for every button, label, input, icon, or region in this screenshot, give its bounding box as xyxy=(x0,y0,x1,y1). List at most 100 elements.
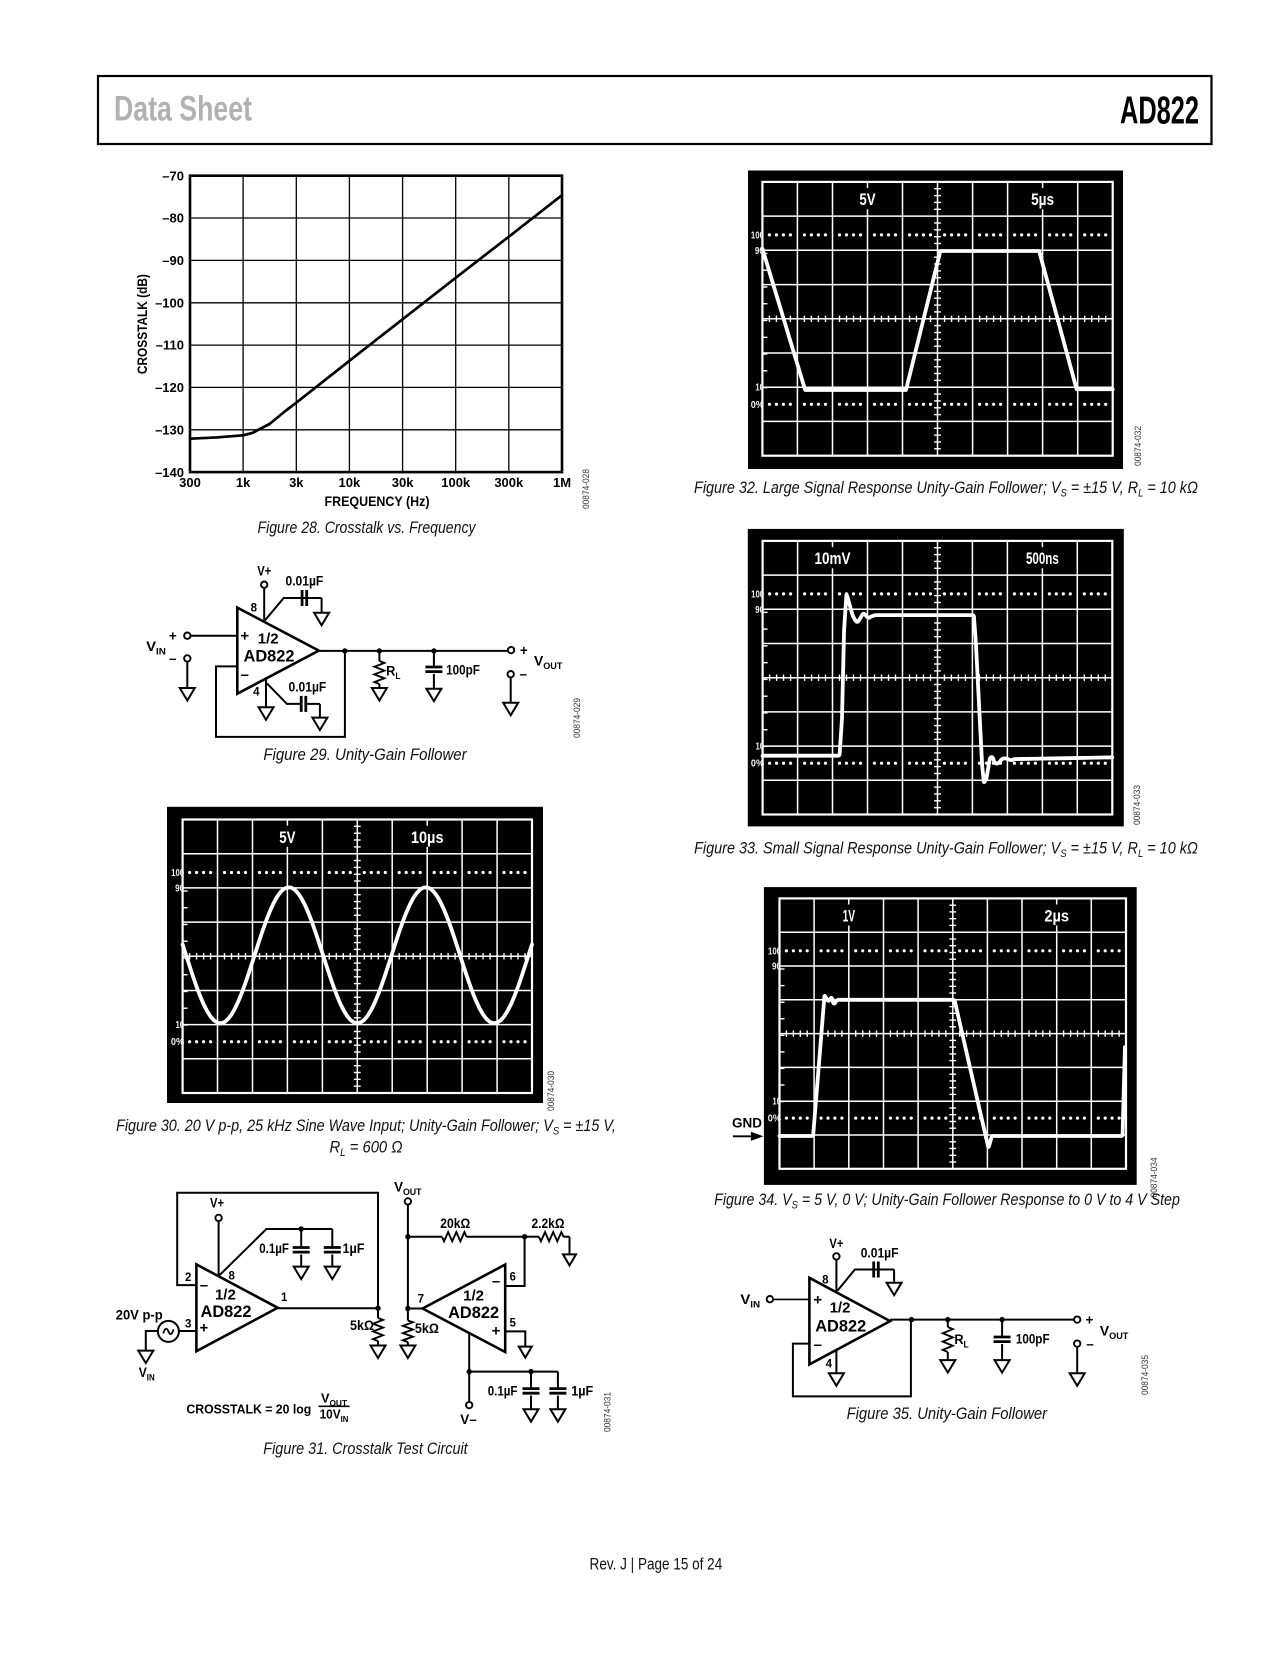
svg-text:90: 90 xyxy=(755,604,764,615)
svg-text:VIN: VIN xyxy=(139,1364,155,1382)
svg-text:–: – xyxy=(520,667,528,682)
svg-text:VOUT: VOUT xyxy=(321,1390,348,1408)
svg-text:90: 90 xyxy=(175,883,184,894)
svg-text:00874-028: 00874-028 xyxy=(581,469,591,509)
svg-text:0.1µF: 0.1µF xyxy=(259,1241,289,1256)
svg-text:VOUT: VOUT xyxy=(394,1179,422,1197)
svg-text:–: – xyxy=(1086,1337,1094,1352)
svg-text:V+: V+ xyxy=(210,1196,224,1211)
svg-text:AD822: AD822 xyxy=(200,1303,251,1321)
svg-text:8: 8 xyxy=(251,603,258,615)
svg-text:300k: 300k xyxy=(494,475,524,490)
svg-text:6: 6 xyxy=(510,1272,516,1284)
svg-text:RL: RL xyxy=(954,1332,969,1350)
svg-text:00874-030: 00874-030 xyxy=(546,1071,556,1111)
svg-text:Figure 30. 20 V p-p, 25 kHz Si: Figure 30. 20 V p-p, 25 kHz Sine Wave In… xyxy=(116,1117,616,1138)
svg-text:–: – xyxy=(492,1273,500,1290)
svg-text:–130: –130 xyxy=(155,422,184,437)
svg-text:00874-035: 00874-035 xyxy=(1140,1355,1150,1395)
svg-text:0.01µF: 0.01µF xyxy=(861,1245,899,1261)
svg-text:+: + xyxy=(492,1323,501,1340)
svg-text:VOUT: VOUT xyxy=(1100,1324,1129,1341)
svg-text:2: 2 xyxy=(185,1272,191,1284)
svg-text:0%: 0% xyxy=(751,758,765,770)
svg-text:–140: –140 xyxy=(155,465,184,480)
svg-text:1M: 1M xyxy=(553,475,571,490)
svg-text:Figure 33. Small Signal Respon: Figure 33. Small Signal Response Unity-G… xyxy=(694,839,1198,860)
svg-text:Figure 28. Crosstalk vs. Frequ: Figure 28. Crosstalk vs. Frequency xyxy=(258,519,477,538)
svg-text:VIN: VIN xyxy=(740,1293,760,1310)
svg-text:–: – xyxy=(814,1337,822,1354)
svg-text:5kΩ: 5kΩ xyxy=(415,1321,439,1337)
svg-text:0.1µF: 0.1µF xyxy=(488,1384,518,1399)
svg-text:AD822: AD822 xyxy=(448,1304,499,1322)
svg-text:10mV: 10mV xyxy=(815,550,851,569)
svg-text:3k: 3k xyxy=(289,475,304,490)
svg-text:VIN: VIN xyxy=(146,640,166,657)
svg-text:+: + xyxy=(520,643,528,658)
svg-text:RL = 600 Ω: RL = 600 Ω xyxy=(329,1139,402,1160)
svg-text:–80: –80 xyxy=(162,211,184,226)
svg-text:0.01µF: 0.01µF xyxy=(288,679,326,695)
svg-text:–100: –100 xyxy=(155,295,184,310)
svg-text:10: 10 xyxy=(755,382,764,393)
svg-text:GND: GND xyxy=(732,1116,762,1131)
svg-text:20V p-p: 20V p-p xyxy=(116,1307,163,1322)
svg-text:1: 1 xyxy=(281,1292,288,1304)
svg-text:00874-029: 00874-029 xyxy=(572,698,582,738)
svg-text:5µs: 5µs xyxy=(1031,191,1054,209)
svg-text:100: 100 xyxy=(751,229,764,240)
svg-text:CROSSTALK = 20 log: CROSSTALK = 20 log xyxy=(186,1402,311,1416)
svg-text:FREQUENCY (Hz): FREQUENCY (Hz) xyxy=(325,494,430,510)
svg-text:20kΩ: 20kΩ xyxy=(440,1215,470,1231)
svg-text:100k: 100k xyxy=(441,475,471,490)
svg-text:2µs: 2µs xyxy=(1044,908,1069,926)
svg-text:4: 4 xyxy=(826,1359,833,1371)
svg-text:100: 100 xyxy=(171,867,184,878)
svg-text:1/2: 1/2 xyxy=(258,631,279,648)
svg-text:7: 7 xyxy=(418,1294,424,1306)
svg-text:100: 100 xyxy=(751,588,764,599)
svg-text:00874-031: 00874-031 xyxy=(602,1392,612,1432)
svg-text:1µF: 1µF xyxy=(343,1241,365,1256)
svg-text:00874-034: 00874-034 xyxy=(1149,1158,1159,1198)
svg-text:00874-032: 00874-032 xyxy=(1133,426,1143,466)
svg-text:100: 100 xyxy=(768,945,781,956)
svg-text:1/2: 1/2 xyxy=(830,1300,851,1317)
svg-text:30k: 30k xyxy=(392,475,414,490)
svg-text:Figure 29. Unity-Gain Follower: Figure 29. Unity-Gain Follower xyxy=(263,745,467,764)
svg-text:–120: –120 xyxy=(155,380,184,395)
svg-text:+: + xyxy=(169,629,177,644)
svg-text:10: 10 xyxy=(176,1019,185,1030)
svg-text:–110: –110 xyxy=(156,338,184,353)
svg-text:5: 5 xyxy=(510,1318,517,1330)
svg-text:5kΩ: 5kΩ xyxy=(350,1318,374,1334)
svg-text:5V: 5V xyxy=(279,829,295,848)
svg-text:8: 8 xyxy=(822,1275,829,1287)
svg-text:AD822: AD822 xyxy=(815,1317,866,1335)
svg-text:VOUT: VOUT xyxy=(534,654,563,671)
svg-text:1/2: 1/2 xyxy=(463,1288,484,1305)
svg-text:+: + xyxy=(1085,1313,1093,1328)
svg-text:Data Sheet: Data Sheet xyxy=(114,89,252,128)
svg-text:0.01µF: 0.01µF xyxy=(285,573,323,589)
svg-text:Figure 34. VS = 5 V, 0 V; Unit: Figure 34. VS = 5 V, 0 V; Unity-Gain Fol… xyxy=(714,1191,1180,1212)
svg-text:10: 10 xyxy=(772,1096,781,1107)
svg-text:V+: V+ xyxy=(829,1236,843,1251)
svg-text:10VIN: 10VIN xyxy=(320,1407,349,1424)
svg-text:Figure 35. Unity-Gain Follower: Figure 35. Unity-Gain Follower xyxy=(847,1405,1048,1423)
svg-text:3: 3 xyxy=(185,1319,191,1331)
svg-text:2.2kΩ: 2.2kΩ xyxy=(531,1215,564,1231)
svg-text:RL: RL xyxy=(386,663,401,681)
svg-text:V+: V+ xyxy=(257,564,271,579)
svg-text:10k: 10k xyxy=(339,475,361,490)
svg-text:–: – xyxy=(241,667,249,684)
svg-text:1k: 1k xyxy=(236,475,251,490)
svg-text:–70: –70 xyxy=(162,168,184,183)
svg-text:–90: –90 xyxy=(162,253,184,268)
svg-text:0%: 0% xyxy=(171,1037,185,1049)
svg-text:–: – xyxy=(200,1277,208,1294)
svg-text:0%: 0% xyxy=(751,399,765,411)
svg-text:CROSSTALK (dB): CROSSTALK (dB) xyxy=(134,274,150,374)
svg-text:100pF: 100pF xyxy=(1016,1332,1050,1347)
